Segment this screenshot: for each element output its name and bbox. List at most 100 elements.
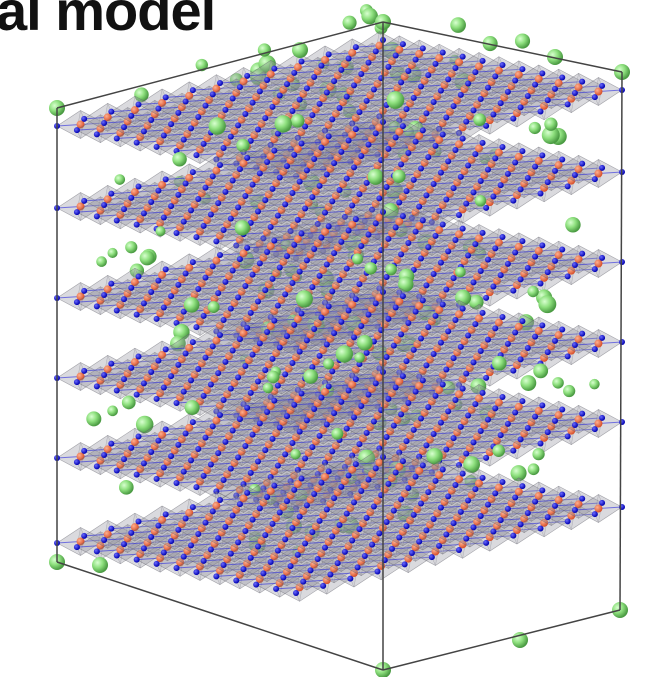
anion-atom bbox=[255, 209, 261, 215]
anion-atom bbox=[322, 545, 328, 551]
anion-atom bbox=[141, 300, 147, 306]
anion-atom bbox=[353, 126, 359, 132]
anion-atom bbox=[203, 435, 209, 441]
anion-atom bbox=[295, 217, 301, 223]
anion-atom bbox=[492, 73, 498, 79]
anion-atom bbox=[228, 134, 234, 140]
anion-atom bbox=[420, 127, 426, 133]
cation-sphere bbox=[527, 286, 538, 297]
anion-atom bbox=[539, 487, 545, 493]
anion-atom bbox=[356, 441, 362, 447]
anion-atom bbox=[500, 144, 506, 150]
cation-sphere bbox=[336, 345, 353, 362]
anion-atom bbox=[393, 53, 399, 59]
corner-sphere bbox=[92, 557, 108, 573]
anion-atom bbox=[433, 233, 439, 239]
anion-atom bbox=[420, 377, 426, 383]
anion-atom bbox=[411, 512, 417, 518]
anion-atom bbox=[472, 486, 478, 492]
anion-atom bbox=[465, 253, 471, 259]
anion-atom bbox=[490, 529, 496, 535]
anion-atom bbox=[248, 310, 254, 316]
anion-atom bbox=[284, 163, 290, 169]
anion-atom bbox=[416, 204, 422, 210]
anion-atom bbox=[398, 161, 404, 167]
anion-atom bbox=[213, 573, 219, 579]
anion-atom bbox=[353, 376, 359, 382]
anion-atom bbox=[404, 358, 410, 364]
anion-atom bbox=[471, 279, 477, 285]
anion-atom bbox=[273, 586, 279, 592]
anion-atom bbox=[101, 120, 107, 126]
anion-atom bbox=[271, 238, 277, 244]
anion-atom bbox=[431, 431, 437, 437]
anion-atom bbox=[168, 203, 174, 209]
crystal-structure bbox=[0, 0, 657, 677]
anion-atom bbox=[195, 196, 201, 202]
anion-atom bbox=[94, 548, 100, 554]
anion-atom bbox=[472, 151, 478, 157]
cation-sphere bbox=[475, 195, 486, 206]
anion-atom bbox=[480, 140, 486, 146]
anion-atom bbox=[552, 168, 558, 174]
anion-atom bbox=[237, 166, 243, 172]
anion-atom bbox=[545, 269, 551, 275]
anion-atom bbox=[134, 557, 140, 563]
anion-atom bbox=[338, 239, 344, 245]
anion-atom bbox=[291, 70, 297, 76]
anion-atom bbox=[230, 96, 236, 102]
anion-atom bbox=[174, 230, 180, 236]
anion-atom bbox=[311, 246, 317, 252]
anion-atom bbox=[114, 468, 120, 474]
anion-atom bbox=[366, 232, 372, 238]
anion-atom bbox=[324, 262, 330, 268]
anion-atom bbox=[433, 143, 439, 149]
anion-atom bbox=[539, 322, 545, 328]
anion-atom bbox=[344, 426, 350, 432]
anion-atom bbox=[398, 331, 404, 337]
anion-atom bbox=[101, 537, 107, 543]
anion-atom bbox=[478, 348, 484, 354]
cation-sphere bbox=[492, 356, 507, 371]
anion-atom bbox=[242, 111, 248, 117]
anion-atom bbox=[175, 527, 181, 533]
anion-atom bbox=[572, 342, 578, 348]
anion-atom bbox=[411, 95, 417, 101]
anion-atom bbox=[208, 382, 214, 388]
anion-atom bbox=[538, 281, 544, 287]
anion-atom bbox=[384, 274, 390, 280]
anion-atom bbox=[201, 313, 207, 319]
anion-atom bbox=[510, 448, 516, 454]
cation-sphere bbox=[291, 114, 305, 128]
anion-atom bbox=[168, 453, 174, 459]
anion-atom bbox=[366, 392, 372, 398]
anion-atom bbox=[228, 216, 234, 222]
anion-atom bbox=[81, 533, 87, 539]
anion-atom bbox=[222, 359, 228, 365]
anion-atom bbox=[331, 410, 337, 416]
anion-atom bbox=[264, 494, 270, 500]
anion-atom bbox=[500, 62, 506, 68]
anion-atom bbox=[384, 354, 390, 360]
anion-atom bbox=[329, 448, 335, 454]
anion-atom bbox=[308, 567, 314, 573]
anion-atom bbox=[525, 510, 531, 516]
anion-atom bbox=[436, 208, 442, 214]
anion-atom bbox=[472, 321, 478, 327]
anion-atom bbox=[181, 137, 187, 143]
anion-atom bbox=[311, 326, 317, 332]
anion-atom bbox=[235, 454, 241, 460]
anion-atom bbox=[472, 401, 478, 407]
anion-atom bbox=[480, 390, 486, 396]
anion-atom bbox=[289, 360, 295, 366]
anion-atom bbox=[358, 403, 364, 409]
cation-sphere bbox=[184, 297, 200, 313]
anion-atom bbox=[532, 499, 538, 505]
anion-atom bbox=[329, 288, 335, 294]
anion-atom bbox=[525, 175, 531, 181]
anion-atom bbox=[366, 312, 372, 318]
anion-atom bbox=[250, 352, 256, 358]
anion-atom bbox=[114, 553, 120, 559]
anion-atom bbox=[257, 88, 263, 94]
anion-atom bbox=[262, 115, 268, 121]
